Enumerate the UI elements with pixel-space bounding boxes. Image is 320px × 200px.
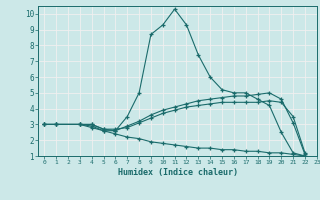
X-axis label: Humidex (Indice chaleur): Humidex (Indice chaleur)	[118, 168, 238, 177]
